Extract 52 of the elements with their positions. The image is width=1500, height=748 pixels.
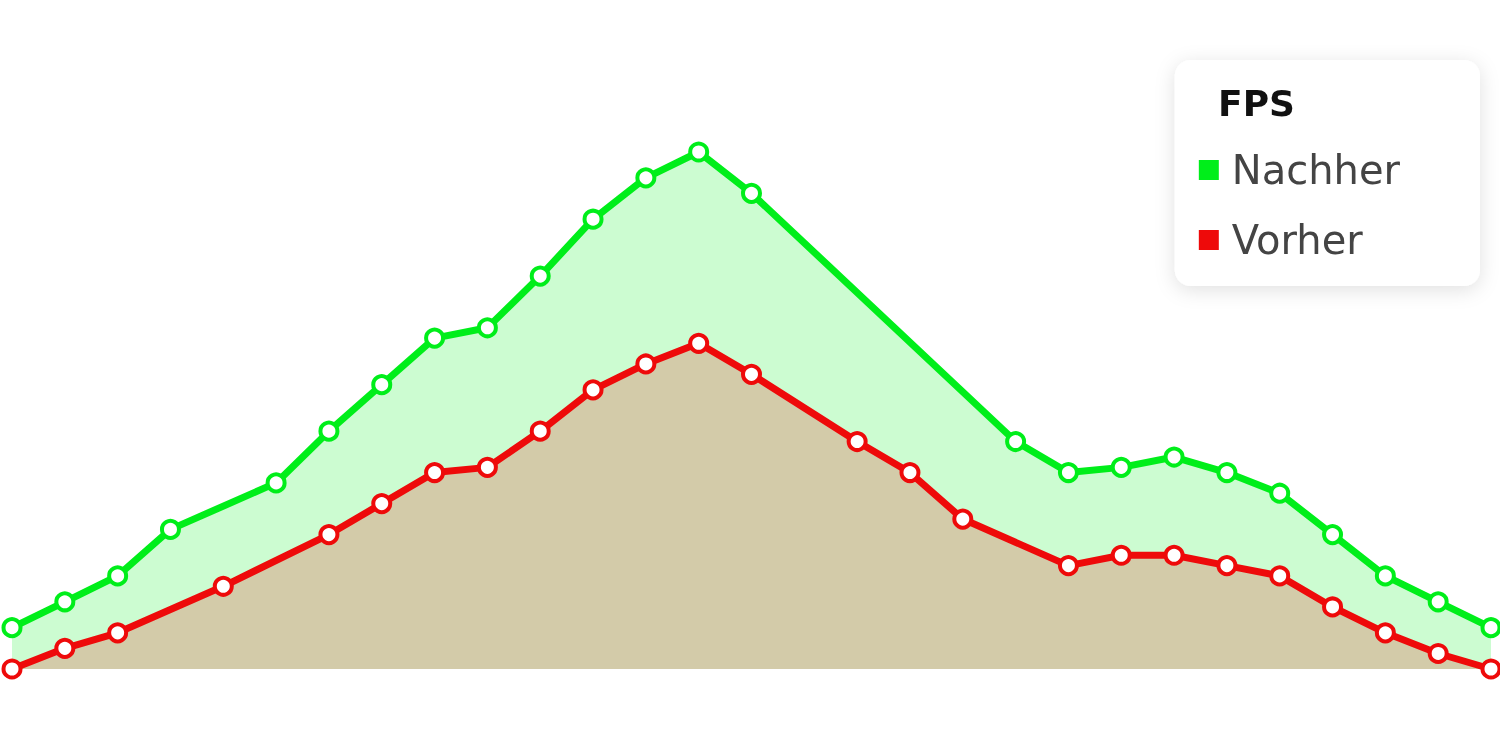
point [1216,462,1238,484]
point [212,575,234,597]
point [582,379,604,401]
point [846,431,868,453]
point [424,327,446,349]
point [1110,456,1132,478]
point [1110,544,1132,566]
point [1005,431,1027,453]
point [899,462,921,484]
point [318,420,340,442]
legend-label: Nachher [1231,147,1401,193]
point [107,565,129,587]
point [371,374,393,396]
point [371,493,393,515]
point [54,591,76,613]
point [107,622,129,644]
point [159,518,181,540]
point [952,508,974,530]
point [1163,446,1185,468]
point [1427,642,1449,664]
point [1,658,23,680]
point [1216,555,1238,577]
point [635,353,657,375]
point [1163,544,1185,566]
point [1480,658,1500,680]
point [54,637,76,659]
point [476,456,498,478]
point [1269,482,1291,504]
point [1,617,23,639]
point [1374,565,1396,587]
point [741,182,762,204]
point [265,472,287,494]
point [1480,617,1500,639]
point [582,208,604,230]
legend-title: FPS [1218,82,1295,124]
point [635,167,657,189]
point [529,420,551,442]
point [1057,462,1079,484]
point [529,265,551,287]
point [688,332,710,354]
point [1374,622,1396,644]
legend-label: Vorher [1231,217,1364,263]
point [318,524,340,546]
point [1269,565,1291,587]
point [1057,555,1079,577]
point [476,317,498,339]
point [741,363,762,385]
point [688,141,710,163]
point [1322,596,1344,618]
point [1427,591,1449,613]
point [1322,524,1344,546]
point [424,462,446,484]
